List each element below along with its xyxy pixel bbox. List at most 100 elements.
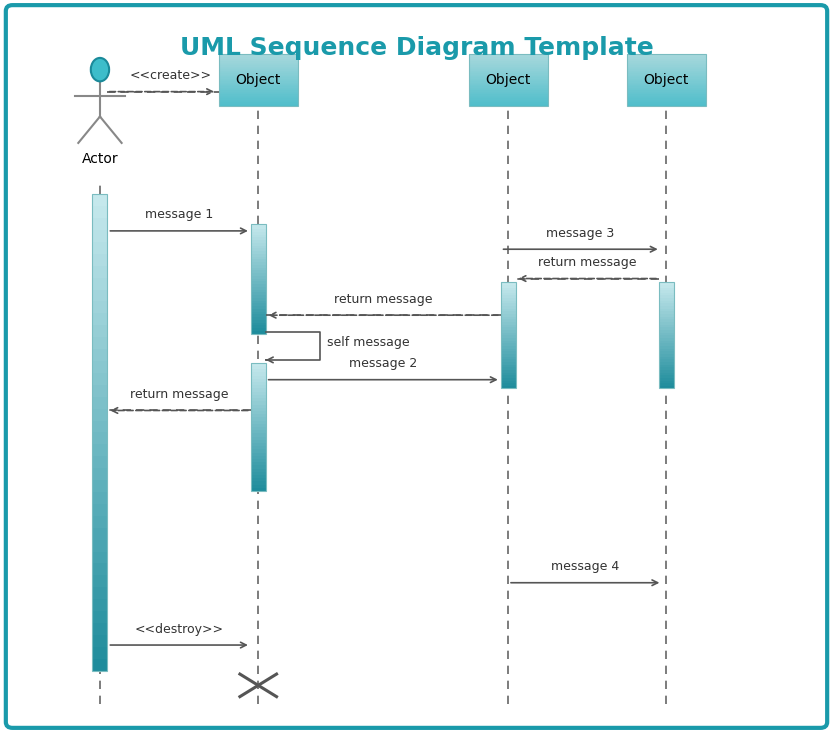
Bar (627, 64, 706, 65)
Bar (468, 95, 548, 96)
Bar (659, 386, 674, 388)
Bar (251, 314, 266, 317)
Bar (92, 194, 107, 671)
Bar (501, 380, 516, 383)
Bar (218, 54, 298, 55)
Bar (501, 343, 516, 346)
Bar (468, 97, 548, 98)
Bar (218, 80, 298, 81)
Text: <<destroy>>: <<destroy>> (135, 622, 223, 636)
Bar (92, 647, 107, 659)
Bar (251, 417, 266, 421)
Bar (659, 314, 674, 317)
Bar (251, 237, 266, 240)
Bar (659, 312, 674, 314)
Bar (468, 73, 548, 75)
Bar (501, 312, 516, 314)
Bar (251, 382, 266, 386)
Bar (627, 68, 706, 70)
Bar (627, 97, 706, 98)
Bar (218, 98, 298, 100)
Bar (627, 80, 706, 81)
Bar (251, 475, 266, 478)
Bar (92, 468, 107, 480)
Ellipse shape (91, 58, 109, 81)
Bar (251, 323, 266, 325)
Bar (218, 75, 298, 76)
Text: self message: self message (327, 336, 409, 349)
Bar (627, 54, 706, 106)
Bar (251, 303, 266, 306)
Bar (627, 54, 706, 55)
Bar (468, 54, 548, 55)
Bar (468, 96, 548, 97)
Bar (627, 100, 706, 101)
Bar (659, 306, 674, 309)
Bar (659, 295, 674, 298)
Bar (501, 378, 516, 380)
Bar (218, 97, 298, 98)
Bar (501, 292, 516, 295)
Bar (468, 85, 548, 86)
Bar (92, 325, 107, 337)
Bar (92, 278, 107, 290)
Bar (501, 325, 516, 328)
Bar (251, 279, 266, 281)
Bar (251, 478, 266, 482)
Bar (659, 380, 674, 383)
Bar (501, 282, 516, 388)
Bar (251, 265, 266, 268)
Bar (92, 361, 107, 373)
Bar (251, 287, 266, 290)
Bar (659, 290, 674, 292)
Bar (251, 226, 266, 229)
Bar (251, 224, 266, 334)
Bar (251, 306, 266, 309)
Bar (627, 96, 706, 97)
Bar (218, 88, 298, 89)
Bar (92, 492, 107, 504)
Bar (659, 330, 674, 333)
Text: Object: Object (486, 73, 531, 87)
Bar (251, 262, 266, 265)
Bar (501, 282, 516, 285)
Text: Actor: Actor (82, 152, 118, 166)
Bar (251, 405, 266, 408)
Bar (251, 443, 266, 446)
Bar (251, 284, 266, 287)
Bar (218, 65, 298, 67)
Bar (92, 635, 107, 647)
Bar (468, 70, 548, 72)
Bar (251, 281, 266, 284)
Bar (251, 465, 266, 468)
Bar (468, 89, 548, 90)
Text: message 1: message 1 (145, 208, 213, 221)
Bar (218, 96, 298, 97)
Bar (251, 235, 266, 237)
Bar (251, 290, 266, 292)
Bar (92, 504, 107, 516)
Bar (218, 89, 298, 90)
Bar (218, 105, 298, 106)
Bar (251, 395, 266, 398)
Bar (92, 290, 107, 301)
Bar (501, 372, 516, 375)
Bar (92, 528, 107, 539)
Bar (627, 78, 706, 80)
Bar (501, 351, 516, 354)
Bar (659, 292, 674, 295)
Bar (92, 206, 107, 218)
Bar (251, 488, 266, 491)
Bar (659, 338, 674, 341)
Bar (627, 67, 706, 68)
Text: <<create>>: <<create>> (130, 69, 212, 82)
Bar (218, 95, 298, 96)
Bar (627, 57, 706, 59)
Bar (251, 243, 266, 246)
Bar (92, 551, 107, 564)
Bar (501, 386, 516, 388)
Bar (627, 59, 706, 60)
Bar (659, 309, 674, 312)
Bar (501, 336, 516, 338)
Bar (251, 414, 266, 417)
